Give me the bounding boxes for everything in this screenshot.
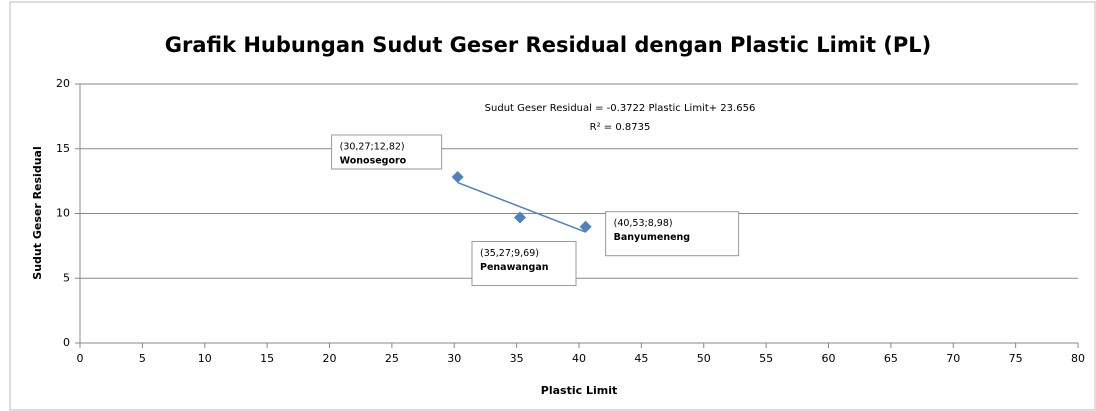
trendline-equation: Sudut Geser Residual = -0.3722 Plastic L…: [485, 103, 756, 114]
value-label: (35,27;9,69): [480, 248, 539, 259]
value-label: (30,27;12,82): [340, 141, 405, 152]
chart-frame: [9, 1, 1096, 411]
x-tick-label: 65: [884, 352, 898, 365]
data-point: [579, 220, 592, 233]
x-tick-label: 55: [759, 352, 773, 365]
label-box: [605, 211, 740, 257]
y-axis-label: Sudut Geser Residual: [31, 146, 44, 279]
x-tick-label: 25: [385, 352, 399, 365]
x-tick-label: 80: [1071, 352, 1085, 365]
x-tick-label: 20: [323, 352, 337, 365]
y-tick-label: 0: [63, 336, 70, 349]
label-box: [471, 241, 577, 287]
y-tick-label: 10: [56, 207, 70, 220]
point-label: Banyumeneng: [614, 232, 690, 243]
point-label: Penawangan: [480, 262, 549, 273]
x-tick-label: 0: [77, 352, 84, 365]
x-tick-label: 45: [634, 352, 648, 365]
y-tick-label: 20: [56, 77, 70, 90]
y-tick-label: 5: [63, 271, 70, 284]
x-tick-label: 50: [697, 352, 711, 365]
data-point: [513, 211, 526, 224]
label-box: [331, 134, 443, 170]
x-tick-label: 60: [822, 352, 836, 365]
x-axis-label: Plastic Limit: [541, 384, 617, 397]
trendline-r2: R² = 0.8735: [590, 122, 651, 133]
value-label: (40,53;8,98): [614, 218, 673, 229]
x-tick-label: 5: [139, 352, 146, 365]
point-label: Wonosegoro: [340, 155, 407, 166]
x-tick-label: 10: [198, 352, 212, 365]
y-tick-label: 15: [56, 142, 70, 155]
chart-title: Grafik Hubungan Sudut Geser Residual den…: [165, 33, 932, 57]
x-tick-label: 40: [572, 352, 586, 365]
data-point: [451, 170, 464, 183]
x-tick-label: 35: [510, 352, 524, 365]
x-tick-label: 15: [260, 352, 274, 365]
x-tick-label: 75: [1009, 352, 1023, 365]
trendline: [457, 181, 586, 233]
x-tick-label: 30: [447, 352, 461, 365]
x-tick-label: 70: [946, 352, 960, 365]
